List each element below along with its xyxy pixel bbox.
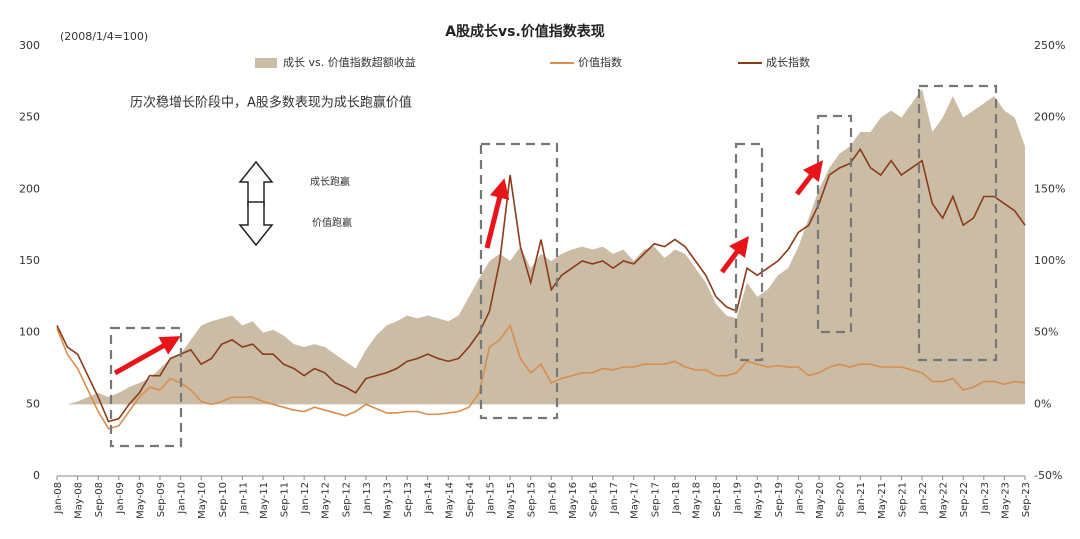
- x-tick-label: May-11: [259, 482, 270, 519]
- x-tick-label: Sep-13: [403, 482, 414, 517]
- x-tick-label: May-10: [197, 482, 208, 519]
- x-tick-label: Jan-17: [609, 482, 620, 515]
- y-tick-label: 250: [19, 111, 40, 124]
- x-tick-label: May-09: [135, 482, 146, 519]
- x-tick-label: Sep-09: [156, 482, 167, 517]
- x-tick-label: May-14: [444, 482, 455, 519]
- x-tick-label: Jan-12: [300, 482, 311, 515]
- x-tick-label: Jan-14: [424, 482, 435, 515]
- x-tick-label: May-18: [691, 482, 702, 519]
- highlight-boxes: [109, 84, 998, 448]
- x-tick-label: May-16: [568, 482, 579, 519]
- x-tick-label: Jan-19: [733, 482, 744, 515]
- area: [57, 89, 1025, 405]
- legend-label: 成长 vs. 价值指数超额收益: [283, 55, 416, 69]
- x-tick-label: May-23: [1000, 482, 1011, 519]
- y-tick-label: 50: [26, 397, 40, 410]
- annotation: 历次稳增长阶段中，A股多数表现为成长跑赢价值: [130, 95, 412, 111]
- x-tick-label: Jan-13: [362, 482, 373, 515]
- chart-title: A股成长vs.价值指数表现: [445, 23, 605, 40]
- x-tick-label: Sep-14: [465, 482, 476, 517]
- y2-tick-label: 100%: [1034, 254, 1065, 267]
- x-tick-label: Sep-17: [650, 482, 661, 517]
- x-tick-label: May-21: [877, 482, 888, 519]
- y-tick-label: 100: [19, 326, 40, 339]
- x-tick-label: May-17: [630, 482, 641, 519]
- double-arrow-icon: [238, 160, 274, 247]
- y2-tick-label: 200%: [1034, 111, 1065, 124]
- y2-tick-label: 50%: [1034, 326, 1058, 339]
- x-tick-label: Jan-20: [794, 482, 805, 515]
- y-tick-label: 300: [19, 39, 40, 52]
- y2-tick-label: 0%: [1034, 397, 1051, 410]
- x-tick-label: May-08: [74, 482, 85, 519]
- x-tick-label: Sep-20: [836, 482, 847, 517]
- y-tick-label: 200: [19, 182, 40, 195]
- x-tick-label: Jan-18: [671, 482, 682, 515]
- x-tick-label: Sep-16: [588, 482, 599, 517]
- x-tick-label: Sep-22: [959, 482, 970, 517]
- x-tick-label: Sep-23: [1021, 482, 1032, 517]
- line: [56, 147, 1026, 423]
- x-tick-label: Sep-21: [897, 482, 908, 517]
- x-tick-label: Jan-11: [238, 482, 249, 515]
- legend-label: 成长指数: [766, 55, 810, 69]
- x-tick-label: Sep-11: [280, 482, 291, 517]
- x-tick-label: Jan-08: [53, 482, 64, 515]
- x-tick-label: Sep-15: [527, 482, 538, 517]
- plot-area: [56, 89, 1026, 477]
- y-tick-label: 0: [33, 469, 40, 482]
- subtitle: (2008/1/4=100): [60, 30, 148, 43]
- x-tick-label: Jan-21: [856, 482, 867, 515]
- x-tick-label: Jan-10: [177, 482, 188, 515]
- x-tick-label: May-20: [815, 482, 826, 519]
- x-tick-label: Jan-23: [980, 482, 991, 515]
- trend-arrows: [113, 160, 824, 376]
- x-tick-label: May-22: [939, 482, 950, 519]
- x-tick-label: Jan-22: [918, 482, 929, 515]
- annotation: 价值跑赢: [312, 216, 352, 229]
- y-tick-label: 150: [19, 254, 40, 267]
- x-tick-label: May-13: [383, 482, 394, 519]
- line: [56, 323, 1026, 430]
- x-tick-label: Sep-08: [94, 482, 105, 517]
- legend: 成长 vs. 价值指数超额收益 价值指数 成长指数: [255, 55, 810, 69]
- x-tick-label: Jan-15: [486, 482, 497, 515]
- x-tick-label: Jan-16: [547, 482, 558, 515]
- x-tick-label: May-15: [506, 482, 517, 519]
- annotation: 成长跑赢: [310, 175, 350, 188]
- x-tick-label: May-19: [753, 482, 764, 519]
- x-tick-label: Jan-09: [115, 482, 126, 515]
- y2-tick-label: 250%: [1034, 39, 1065, 52]
- x-tick-label: Sep-10: [218, 482, 229, 517]
- y2-tick-label: -50%: [1034, 469, 1062, 482]
- y2-tick-label: 150%: [1034, 182, 1065, 195]
- legend-label: 价值指数: [578, 55, 622, 69]
- x-tick-label: Sep-19: [774, 482, 785, 517]
- legend-swatch: [255, 58, 277, 68]
- x-tick-label: May-12: [321, 482, 332, 519]
- x-tick-label: Sep-12: [341, 482, 352, 517]
- x-tick-label: Sep-18: [712, 482, 723, 517]
